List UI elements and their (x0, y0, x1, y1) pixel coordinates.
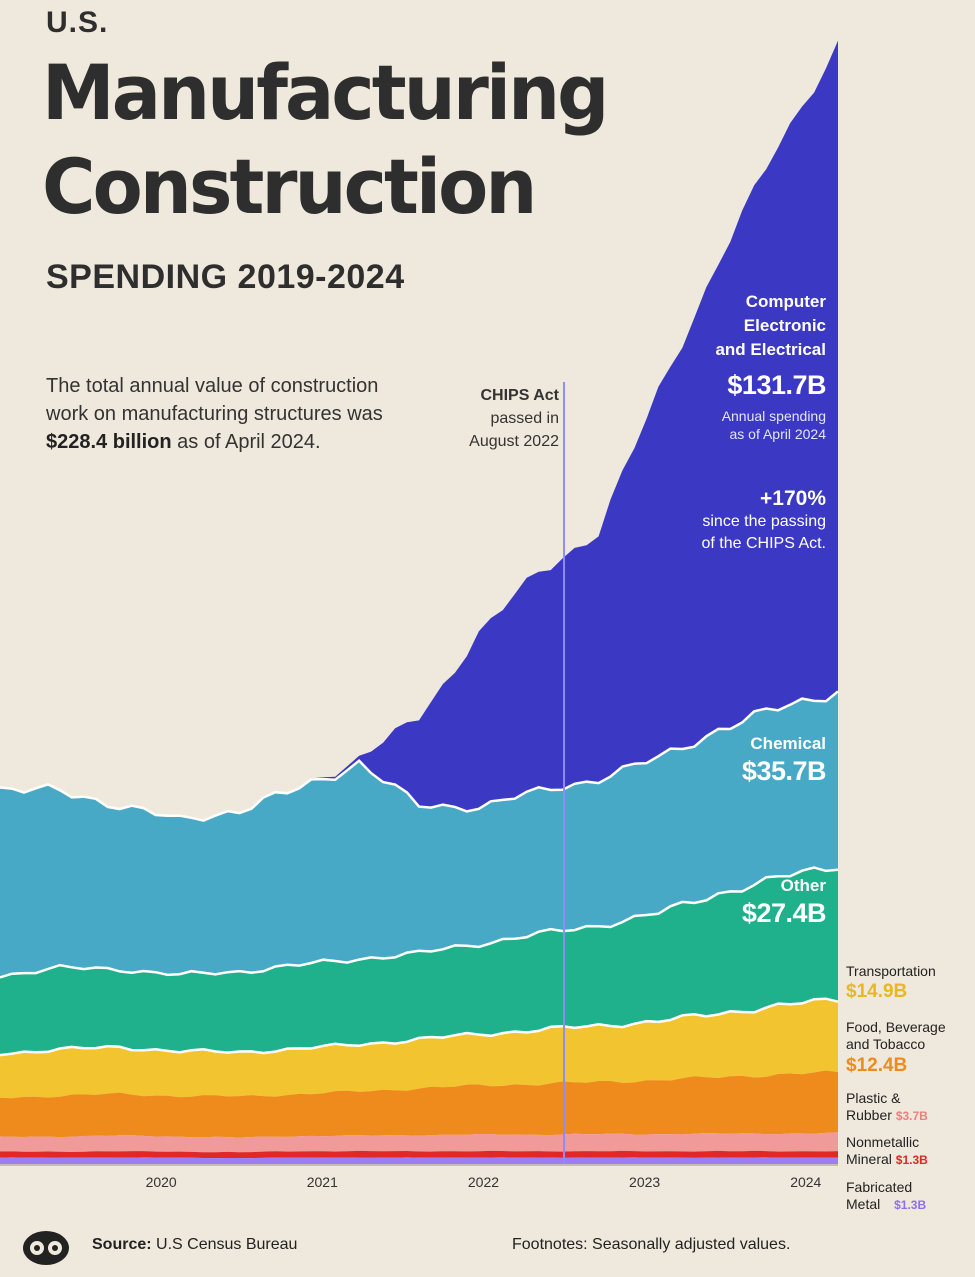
transportation-value: $14.9B (846, 981, 908, 1002)
computer-name-1: Computer (745, 292, 826, 311)
other-value: $27.4B (741, 898, 827, 928)
kicker-text: U.S. (46, 6, 109, 39)
page-title: Manufacturing Construction (42, 46, 609, 234)
x-tick-label: 2020 (145, 1174, 177, 1190)
area-other (0, 867, 838, 1056)
area-fabricated (0, 1157, 838, 1164)
chips-act-line2: August 2022 (469, 433, 559, 450)
chemical-value: $35.7B (741, 756, 827, 786)
computer-note-1: Annual spending (721, 408, 826, 424)
food-name-2: and Tobacco (846, 1036, 926, 1052)
computer-note-2: as of April 2024 (729, 426, 826, 442)
chips-act-annotation: CHIPS Act passed in August 2022 (469, 384, 559, 453)
x-tick-label: 2024 (790, 1174, 822, 1190)
area-food (0, 1070, 838, 1138)
other-label: Other $27.4B (741, 874, 827, 929)
title-line-1: Manufacturing (42, 48, 609, 137)
nonmetallic-label: Nonmetallic Mineral $1.3B (846, 1134, 928, 1169)
area-plastic (0, 1132, 838, 1153)
boundary-other (0, 866, 839, 979)
food-value: $12.4B (846, 1055, 908, 1076)
area-nonmetallic (0, 1150, 838, 1159)
fabricated-name-2: Metal (846, 1196, 881, 1212)
plastic-label: Plastic & Rubber $3.7B (846, 1090, 928, 1125)
intro-highlight: $228.4 billion (46, 431, 172, 453)
chemical-name: Chemical (750, 734, 826, 753)
title-line-2: Construction (42, 142, 537, 231)
footnote: Footnotes: Seasonally adjusted values. (512, 1236, 791, 1253)
source-credit: Source: U.S Census Bureau (92, 1236, 297, 1254)
chips-act-line1: passed in (490, 410, 560, 427)
source-label: Source: (92, 1236, 152, 1253)
chemical-label: Chemical $35.7B (741, 732, 827, 787)
boundary-chemical (0, 690, 839, 822)
intro-text-before: The total annual value of construction w… (46, 375, 383, 425)
computer-name-2: Electronic (743, 316, 826, 335)
fabricated-name-1: Fabricated (846, 1179, 913, 1195)
transportation-name: Transportation (846, 963, 936, 979)
other-name: Other (780, 876, 826, 895)
source-text: U.S Census Bureau (151, 1236, 298, 1253)
nonmetallic-name-1: Nonmetallic (846, 1134, 920, 1150)
area-boundary-lines (0, 690, 839, 1057)
x-tick-label: 2021 (306, 1174, 338, 1190)
transportation-label: Transportation $14.9B (846, 963, 936, 1004)
computer-label: Computer Electronic and Electrical $131.… (702, 290, 827, 555)
publisher-logo-icon (23, 1231, 69, 1265)
computer-growth: +170% (760, 487, 826, 510)
x-tick-label: 2022 (467, 1174, 500, 1190)
area-layers (0, 40, 838, 1164)
plastic-name-2: Rubber (846, 1107, 892, 1123)
chips-act-heading: CHIPS Act (480, 387, 559, 404)
computer-growth-2: of the CHIPS Act. (701, 535, 827, 552)
intro-paragraph: The total annual value of construction w… (46, 372, 406, 456)
plastic-name-1: Plastic & (846, 1090, 901, 1106)
x-tick-label: 2023 (629, 1174, 661, 1190)
area-computer (0, 40, 838, 821)
area-chemical (0, 691, 838, 978)
computer-name-3: and Electrical (715, 340, 826, 359)
computer-value: $131.7B (727, 370, 826, 400)
nonmetallic-value: $1.3B (895, 1153, 928, 1167)
computer-growth-1: since the passing (702, 513, 826, 530)
fabricated-label: Fabricated Metal $1.3B (846, 1179, 926, 1214)
subtitle: SPENDING 2019-2024 (46, 258, 405, 296)
intro-text-after: as of April 2024. (171, 431, 321, 453)
fabricated-value: $1.3B (894, 1198, 927, 1212)
food-label: Food, Beverage and Tobacco $12.4B (846, 1019, 946, 1079)
nonmetallic-name-2: Mineral (846, 1151, 892, 1167)
area-transportation (0, 998, 838, 1099)
plastic-value: $3.7B (895, 1109, 928, 1123)
food-name-1: Food, Beverage (846, 1019, 946, 1035)
boundary-transportation (0, 997, 839, 1057)
